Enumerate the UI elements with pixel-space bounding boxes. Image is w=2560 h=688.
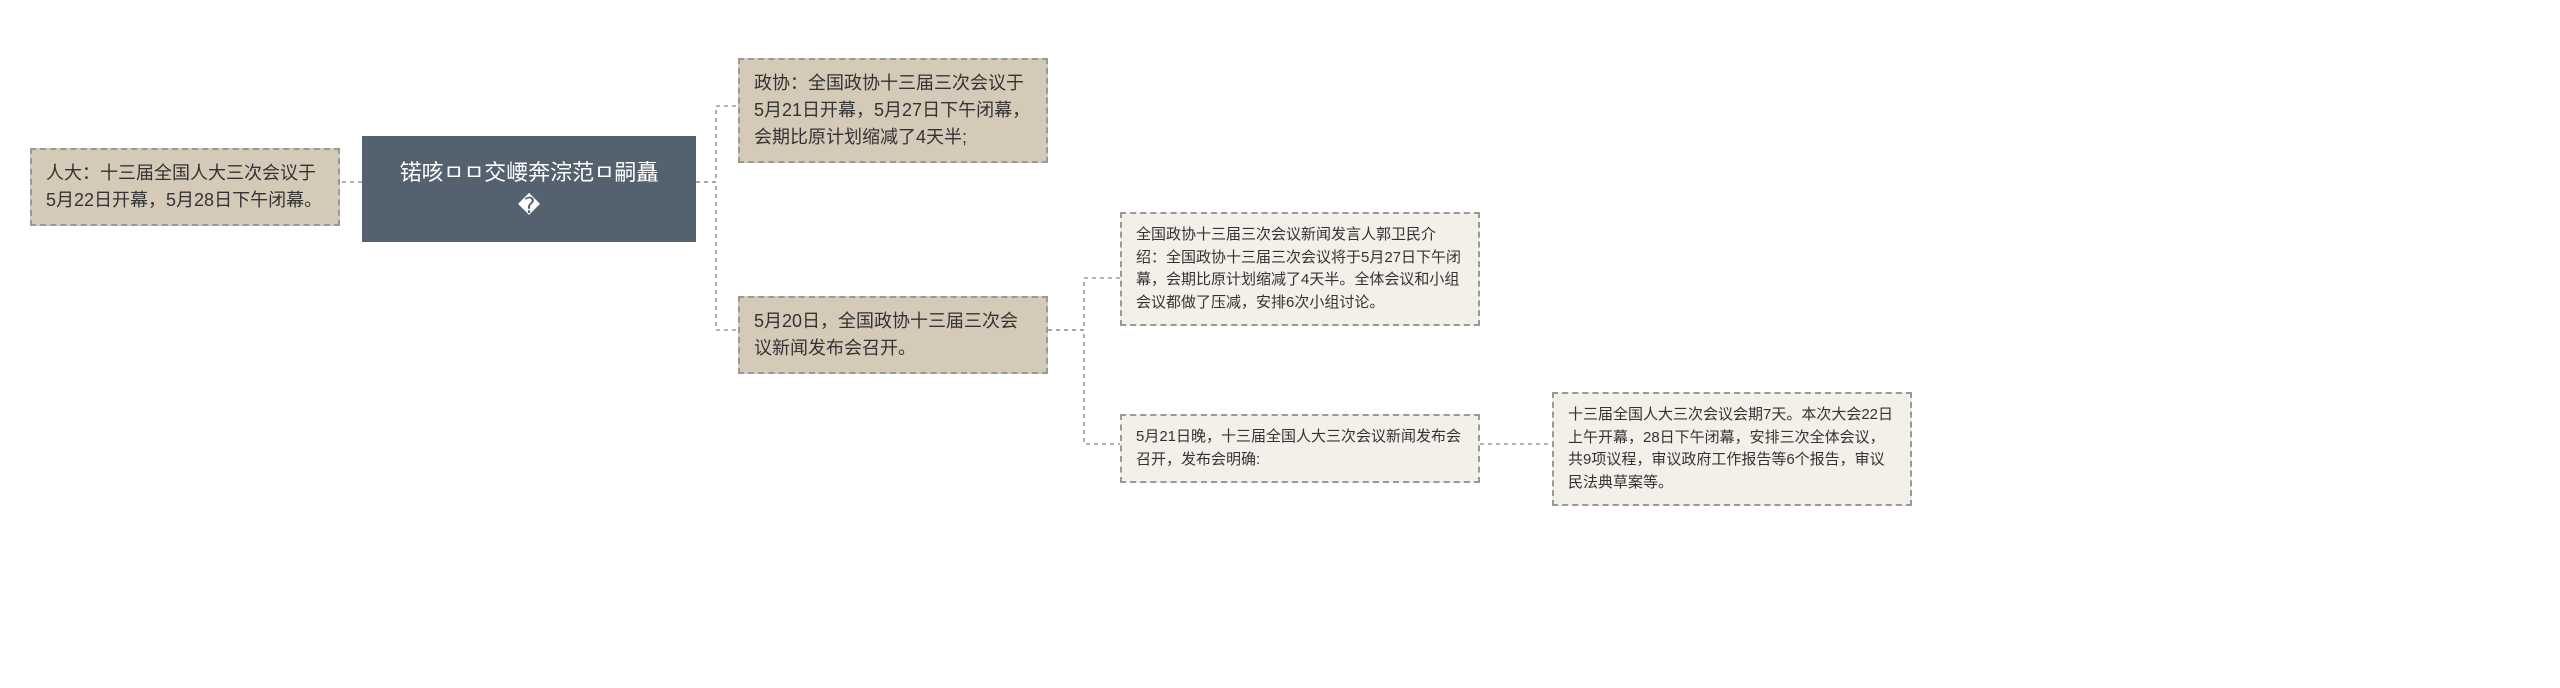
connector-lines — [0, 0, 2560, 688]
root-node[interactable]: 锘咳ㅁㅁ交崾奔淙范ㅁ嗣矗 � — [362, 136, 696, 242]
node-may21-text: 5月21日晚，十三届全国人大三次会议新闻发布会召开，发布会明确: — [1136, 428, 1461, 468]
node-renda-text: 人大：十三届全国人大三次会议于5月22日开幕，5月28日下午闭幕。 — [46, 163, 322, 210]
node-renda[interactable]: 人大：十三届全国人大三次会议于5月22日开幕，5月28日下午闭幕。 — [30, 148, 340, 226]
node-zhengxie-text: 政协：全国政协十三届三次会议于5月21日开幕，5月27日下午闭幕，会期比原计划缩… — [754, 73, 1030, 147]
node-guo[interactable]: 全国政协十三届三次会议新闻发言人郭卫民介绍：全国政协十三届三次会议将于5月27日… — [1120, 212, 1480, 326]
node-detail-text: 十三届全国人大三次会议会期7天。本次大会22日上午开幕，28日下午闭幕，安排三次… — [1568, 406, 1893, 491]
node-may20-text: 5月20日，全国政协十三届三次会议新闻发布会召开。 — [754, 311, 1018, 358]
node-zhengxie[interactable]: 政协：全国政协十三届三次会议于5月21日开幕，5月27日下午闭幕，会期比原计划缩… — [738, 58, 1048, 163]
root-text: 锘咳ㅁㅁ交崾奔淙范ㅁ嗣矗 � — [400, 160, 659, 218]
node-may20[interactable]: 5月20日，全国政协十三届三次会议新闻发布会召开。 — [738, 296, 1048, 374]
node-may21[interactable]: 5月21日晚，十三届全国人大三次会议新闻发布会召开，发布会明确: — [1120, 414, 1480, 483]
node-guo-text: 全国政协十三届三次会议新闻发言人郭卫民介绍：全国政协十三届三次会议将于5月27日… — [1136, 226, 1461, 311]
node-detail[interactable]: 十三届全国人大三次会议会期7天。本次大会22日上午开幕，28日下午闭幕，安排三次… — [1552, 392, 1912, 506]
